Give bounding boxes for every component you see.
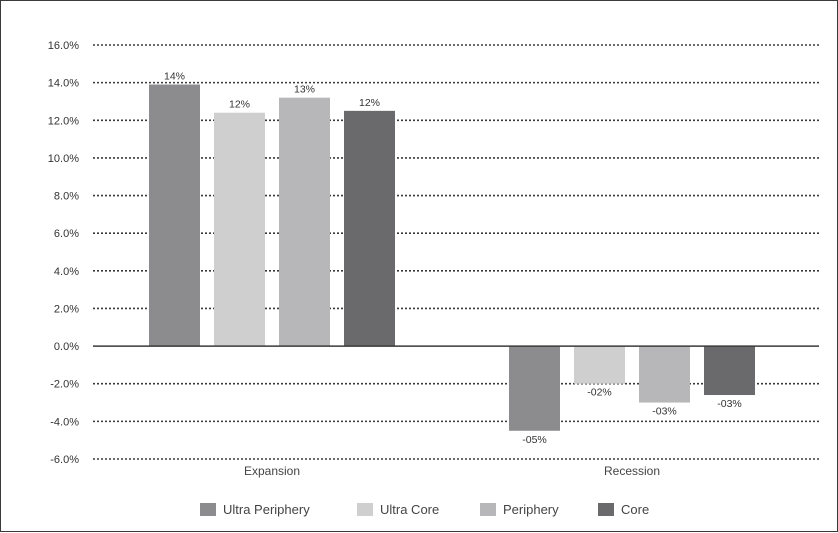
data-label: -03% <box>652 406 677 418</box>
legend-item: Ultra Core <box>357 502 439 517</box>
data-label: -03% <box>717 398 742 410</box>
data-label: 13% <box>294 84 315 96</box>
y-tick-label: 4.0% <box>54 266 79 278</box>
y-tick-label: 8.0% <box>54 191 79 203</box>
y-tick-label: 12.0% <box>48 115 79 127</box>
category-label: Recession <box>604 464 660 478</box>
bar <box>214 112 265 347</box>
data-label: 14% <box>164 71 185 83</box>
y-tick-label: 14.0% <box>48 78 79 90</box>
bar <box>639 346 690 403</box>
gridlines <box>93 44 819 460</box>
y-tick-label: 6.0% <box>54 228 79 240</box>
legend: Ultra Periphery Ultra Core Periphery Core <box>200 502 649 517</box>
legend-label: Periphery <box>503 502 559 517</box>
legend-swatch <box>357 503 373 516</box>
y-tick-label: 2.0% <box>54 303 79 315</box>
y-tick-label: 16.0% <box>48 40 79 52</box>
legend-label: Ultra Periphery <box>223 502 310 517</box>
legend-label: Ultra Core <box>380 502 439 517</box>
legend-item: Periphery <box>480 502 559 517</box>
legend-item: Ultra Periphery <box>200 502 310 517</box>
legend-label: Core <box>621 502 649 517</box>
category-labels: Expansion Recession <box>244 464 660 478</box>
data-label: -02% <box>587 387 612 399</box>
bar <box>574 346 625 384</box>
y-tick-label: 10.0% <box>48 153 79 165</box>
y-tick-label: 0.0% <box>54 341 79 353</box>
y-tick-label: -6.0% <box>50 454 79 466</box>
legend-swatch <box>200 503 216 516</box>
bar <box>279 97 330 347</box>
legend-swatch <box>598 503 614 516</box>
data-label: 12% <box>359 97 380 109</box>
bar <box>509 346 560 431</box>
bars <box>149 84 755 431</box>
bar <box>704 346 755 396</box>
y-tick-label: -2.0% <box>50 379 79 391</box>
category-label: Expansion <box>244 464 300 478</box>
data-labels: 14% 12% 13% 12% -05% -02% -03% -03% <box>164 71 742 446</box>
data-label: 12% <box>229 99 250 111</box>
bar <box>149 84 200 347</box>
legend-swatch <box>480 503 496 516</box>
data-label: -05% <box>522 434 547 446</box>
y-axis-tick-labels: 16.0% 14.0% 12.0% 10.0% 8.0% 6.0% 4.0% 2.0% 0.0%… <box>48 40 79 466</box>
y-tick-label: -4.0% <box>50 416 79 428</box>
legend-item: Core <box>598 502 649 517</box>
bar <box>344 110 395 347</box>
